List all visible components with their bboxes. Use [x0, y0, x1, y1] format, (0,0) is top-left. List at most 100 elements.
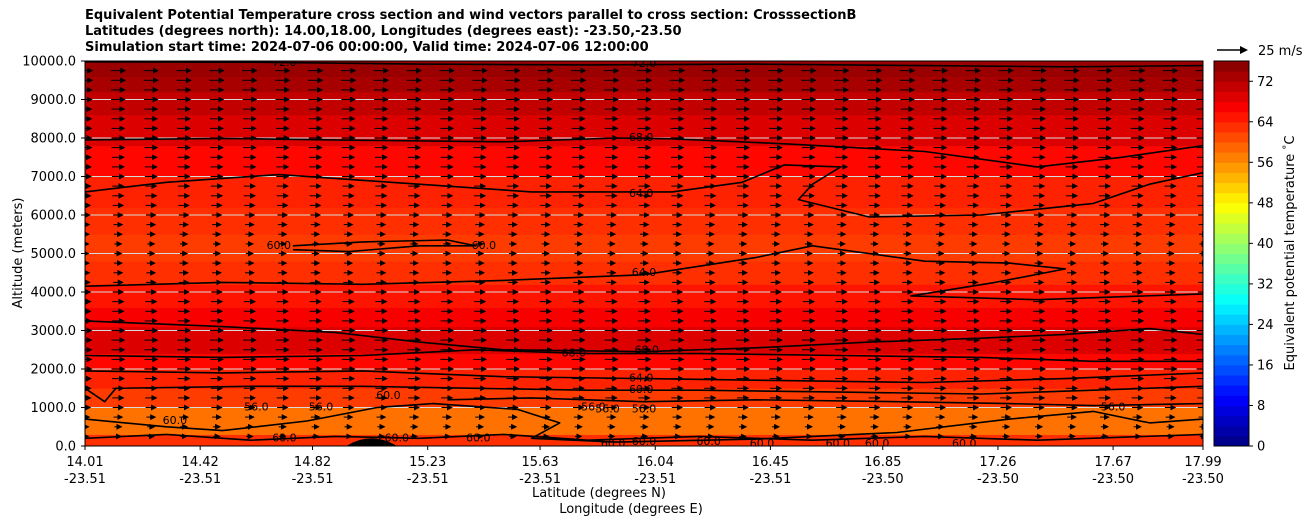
colorbar-step — [1214, 344, 1249, 356]
contour-label: 60.0 — [865, 437, 890, 450]
colorbar-step — [1214, 162, 1249, 173]
y-tick-label: 6000.0 — [31, 209, 77, 224]
contour-label: 60.0 — [750, 437, 775, 450]
x-tick-label-lon: -23.50 — [1182, 472, 1224, 487]
colorbar-step — [1214, 304, 1249, 315]
colorbar-tick-label: 24 — [1257, 318, 1274, 333]
contour-label: 72.0 — [272, 56, 297, 69]
contour-label: 68.0 — [629, 131, 654, 144]
colorbar-step — [1214, 202, 1249, 214]
contour-label: 64.0 — [629, 187, 654, 200]
colorbar-step — [1214, 243, 1249, 254]
x-tick-label-lat: 17.26 — [979, 455, 1016, 470]
colorbar-step — [1214, 192, 1249, 204]
filled-band-9 — [85, 234, 1203, 262]
colorbar-step — [1214, 61, 1249, 72]
colorbar-step — [1214, 415, 1249, 427]
colorbar-step — [1214, 395, 1249, 406]
filled-contour-bands — [85, 61, 1203, 446]
contour-label: 60.0 — [696, 435, 721, 448]
filled-band-4 — [85, 353, 1203, 370]
contour-labels: 72.0 72.068.064.060.0 60.064.068.0 68.064.0… — [163, 56, 1126, 450]
y-tick-label: 5000.0 — [31, 247, 77, 262]
x-axis-label-latitude: Latitude (degrees N) — [532, 486, 666, 501]
colorbar-step — [1214, 233, 1249, 244]
y-tick-label: 9000.0 — [31, 93, 77, 108]
colorbar-step — [1214, 354, 1249, 366]
contour-label: 60.0 — [601, 437, 626, 450]
colorbar-step — [1214, 314, 1249, 325]
colorbar-step — [1214, 212, 1249, 224]
colorbar-step — [1214, 223, 1249, 234]
y-tick-label: 1000.0 — [31, 401, 77, 416]
contour-label: 56.0 — [595, 402, 620, 415]
contour-label: 60.0 — [472, 239, 497, 252]
x-tick-label-lat: 14.42 — [182, 455, 219, 470]
contour-label: 68.0 — [635, 344, 660, 357]
y-axis-label: Altitude (meters) — [11, 198, 26, 309]
contour-label: 60.0 — [376, 389, 401, 402]
x-tick-label-lon: -23.51 — [407, 472, 449, 487]
colorbar-step — [1214, 111, 1249, 123]
colorbar-step — [1214, 375, 1249, 386]
y-tick-label: 10000.0 — [22, 55, 76, 70]
x-tick-label-lat: 15.63 — [521, 455, 558, 470]
terrain-shape — [346, 438, 397, 446]
quiver-key-arrowhead — [1240, 46, 1248, 54]
colorbar-tick-label: 48 — [1257, 196, 1274, 211]
colorbar-tick-label: 0 — [1257, 440, 1265, 455]
filled-band-13 — [85, 114, 1203, 147]
colorbar-tick-label: 32 — [1257, 277, 1274, 292]
filled-band-7 — [85, 284, 1203, 308]
x-tick-label-lat: 17.99 — [1184, 455, 1221, 470]
contour-label: 72.0 — [632, 57, 657, 70]
y-tick-label: 8000.0 — [31, 132, 77, 147]
filled-band-10 — [85, 207, 1203, 235]
contour-label: 60.0 — [952, 437, 977, 450]
contour-line-8 — [85, 385, 1203, 403]
x-tick-label-lat: 15.23 — [409, 455, 446, 470]
colorbar-step — [1214, 273, 1249, 285]
contour-label: 60.0 — [267, 239, 292, 252]
colorbar: 0 8 16 24 32 40 48 56 64 72 Equivalent potential … — [1213, 60, 1298, 455]
contour-label: 60.0 — [629, 383, 654, 396]
x-tick-label-lat: 16.85 — [864, 455, 901, 470]
plot-area: 72.0 72.068.064.060.0 60.064.068.0 68.064.0… — [85, 56, 1203, 450]
colorbar-step — [1214, 81, 1249, 92]
y-tick-label: 3000.0 — [31, 324, 77, 339]
x-tick-label-lon: -23.51 — [749, 472, 791, 487]
colorbar-step — [1214, 142, 1249, 153]
x-tick-label-lat: 14.01 — [66, 455, 103, 470]
y-tick-label: 7000.0 — [31, 170, 77, 185]
chart-title-line-3: Simulation start time: 2024-07-06 00:00:… — [85, 40, 649, 55]
contour-label: 60.0 — [272, 431, 297, 444]
contour-line-1 — [85, 137, 1203, 168]
x-tick-label-lat: 17.67 — [1095, 455, 1132, 470]
filled-band-14 — [85, 91, 1203, 116]
x-tick-label-lat: 14.82 — [294, 455, 331, 470]
contour-label: 60.0 — [826, 437, 851, 450]
colorbar-step — [1214, 101, 1249, 113]
x-tick-label-lon: -23.51 — [64, 472, 106, 487]
contour-label: 60.0 — [632, 435, 657, 448]
quiver-key: 25 m/s — [1217, 44, 1303, 59]
colorbar-step — [1214, 283, 1249, 295]
colorbar-step — [1214, 324, 1249, 336]
x-tick-label-lon: -23.50 — [1092, 472, 1134, 487]
quiver-key-label: 25 m/s — [1258, 44, 1303, 59]
colorbar-step — [1214, 172, 1249, 184]
colorbar-step — [1214, 435, 1249, 447]
filled-band-0 — [85, 434, 1203, 446]
colorbar-tick-label: 40 — [1257, 237, 1274, 252]
contour-label: 60.0 — [385, 431, 410, 444]
x-tick-label-lat: 16.45 — [752, 455, 789, 470]
colorbar-step — [1214, 385, 1249, 396]
chart-title-line-2: Latitudes (degrees north): 14.00,18.00, … — [85, 24, 682, 39]
colorbar-tick-label: 64 — [1257, 115, 1274, 130]
colorbar-step — [1214, 253, 1249, 265]
contour-label: 56.0 — [244, 401, 269, 414]
colorbar-tick-label: 8 — [1257, 399, 1265, 414]
filled-band-6 — [85, 307, 1203, 328]
colorbar-step — [1214, 131, 1249, 143]
